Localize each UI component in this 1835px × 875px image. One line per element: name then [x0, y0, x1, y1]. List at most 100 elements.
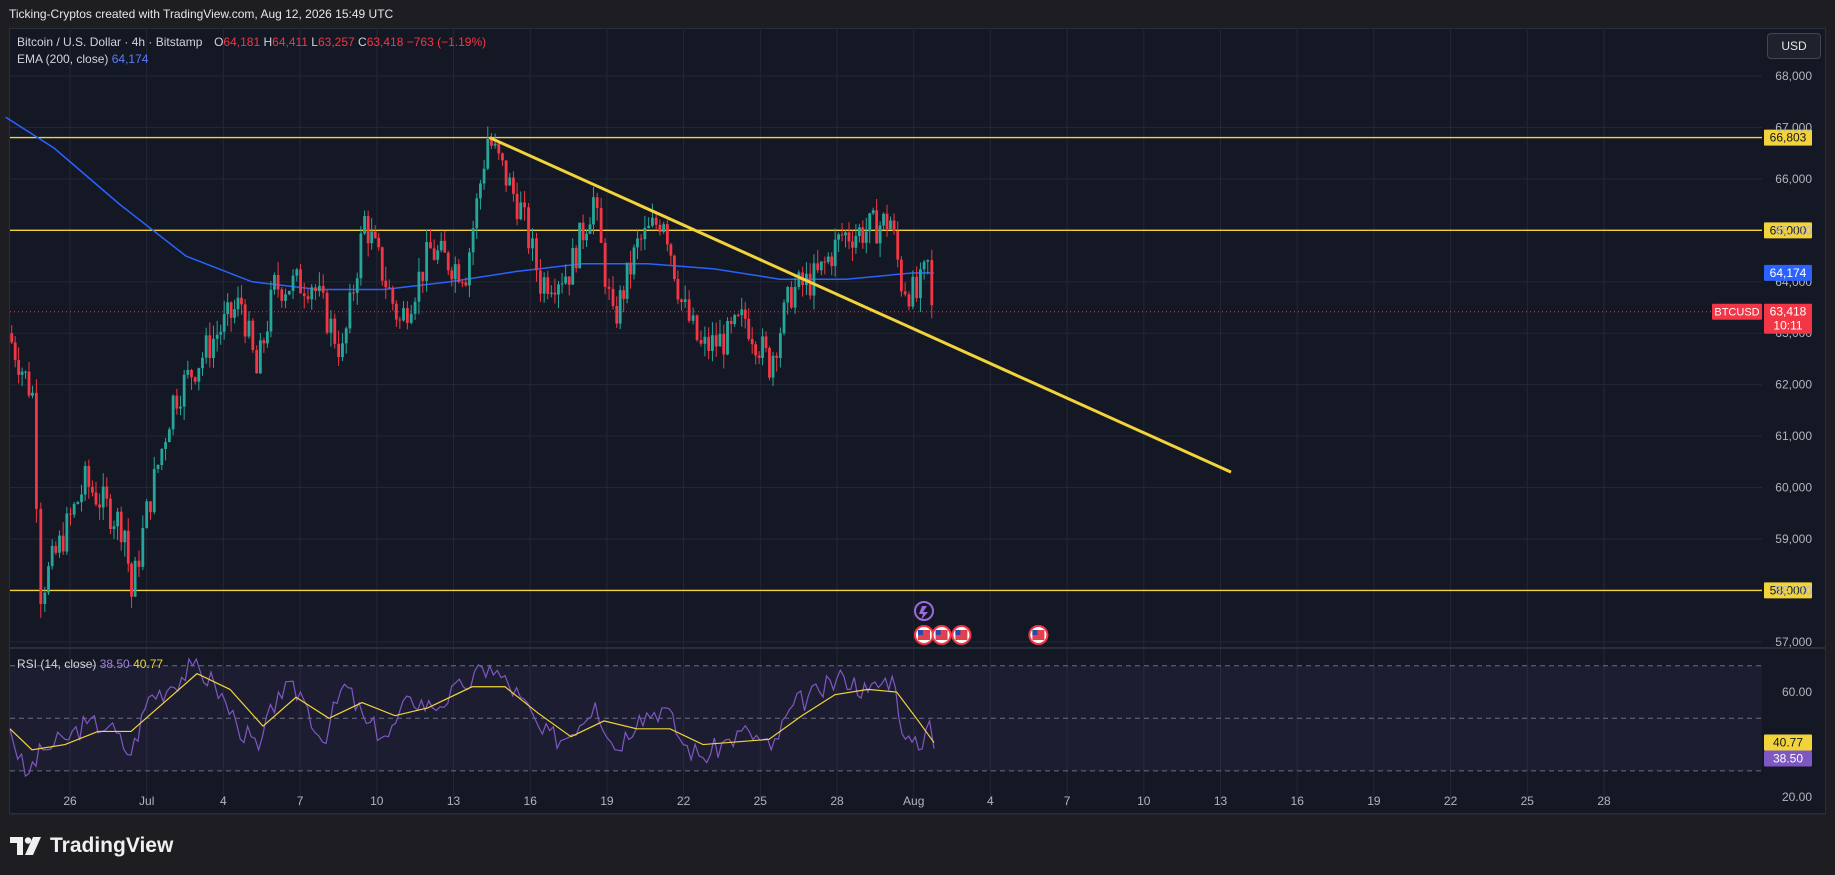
candle-body: [750, 338, 754, 345]
candle-body: [398, 319, 402, 321]
candle-body: [101, 486, 105, 508]
candle-body: [764, 336, 768, 348]
candle-body: [546, 277, 550, 294]
currency-button[interactable]: USD: [1767, 33, 1821, 59]
candle-body: [262, 340, 266, 344]
candle-body: [35, 392, 38, 509]
candle-body: [229, 302, 233, 318]
candle-body: [363, 216, 366, 234]
time-tick-label: 22: [1444, 794, 1458, 808]
candle-body: [457, 264, 461, 283]
candle-body: [160, 449, 164, 465]
candle-body: [460, 282, 464, 284]
candle-body: [922, 261, 926, 270]
candle-body: [247, 320, 251, 337]
candle-body: [43, 592, 47, 605]
candle-body: [539, 270, 542, 294]
candle-body: [567, 276, 571, 285]
candle-body: [683, 299, 687, 302]
time-tick-label: 28: [830, 794, 844, 808]
candle-body: [512, 177, 515, 194]
candle-body: [669, 244, 673, 256]
candle-body: [482, 168, 486, 184]
candle-body: [618, 290, 622, 324]
time-tick-label: 4: [220, 794, 227, 808]
close-label: C: [358, 35, 367, 49]
candle-body: [680, 299, 683, 302]
candle-body: [771, 355, 775, 378]
price-tick-label: 66,000: [1775, 172, 1812, 186]
candle-body: [603, 242, 607, 287]
candle-body: [542, 277, 546, 294]
candle-body: [595, 197, 599, 208]
ema-price-tag: [1764, 264, 1812, 281]
time-tick-label: Aug: [903, 794, 924, 808]
candle-body: [615, 306, 619, 324]
candle-body: [647, 225, 651, 228]
candle-body: [651, 217, 654, 226]
chart-caption: Ticking-Cryptos created with TradingView…: [9, 7, 394, 21]
last-price-tag: [1764, 303, 1812, 334]
flag-stripes: [918, 630, 930, 640]
candle-body: [919, 269, 922, 299]
candle-body: [747, 318, 751, 339]
chart-panel[interactable]: [9, 28, 1826, 814]
candle-body: [643, 227, 647, 240]
candle-body: [204, 335, 208, 358]
candle-body: [130, 563, 133, 597]
time-tick-label: 13: [447, 794, 461, 808]
time-tick-label: 19: [600, 794, 614, 808]
candle-body: [527, 207, 530, 249]
candle-body: [592, 197, 595, 225]
candle-body: [497, 143, 501, 154]
rsi-legend: RSI (14, close) 38.50 40.77: [17, 657, 163, 671]
candle-body: [722, 333, 726, 355]
candle-body: [145, 501, 149, 529]
candle-body: [219, 331, 223, 335]
symbol-tag: [1712, 303, 1762, 320]
candle-body: [65, 513, 69, 552]
rsi-tick-label: 20.00: [1782, 790, 1812, 804]
candle-body: [273, 275, 276, 290]
candle-body: [519, 202, 523, 220]
rsi-value-tag: [1764, 750, 1812, 767]
time-tick-label: 25: [1521, 794, 1535, 808]
candle-body: [812, 263, 816, 296]
candle-body: [80, 494, 83, 503]
lightning-event-icon: [914, 601, 934, 621]
candle-body: [535, 238, 538, 271]
rsi-pane: [9, 657, 1762, 778]
flag-stripes: [1032, 630, 1045, 640]
candle-body: [531, 238, 534, 249]
candle-body: [446, 252, 450, 271]
candle-body: [83, 465, 87, 495]
candle-body: [54, 545, 58, 553]
candle-body: [47, 566, 50, 593]
candle-body: [425, 242, 429, 281]
candle-body: [119, 511, 123, 543]
candle-body: [317, 285, 321, 292]
candle-body: [823, 261, 827, 263]
candle-body: [826, 256, 830, 262]
candle-body: [878, 225, 882, 244]
candle-body: [654, 217, 658, 225]
candle-body: [348, 292, 352, 329]
ema-price-label: 64,174: [1770, 266, 1807, 280]
candle-body: [258, 340, 262, 374]
candle-body: [123, 530, 127, 543]
candle-body: [251, 320, 255, 350]
candle-body: [269, 289, 273, 332]
time-tick-label: Jul: [139, 794, 154, 808]
symbol-legend: Bitcoin / U.S. Dollar · 4h · Bitstamp O6…: [17, 35, 486, 49]
candle-body: [91, 486, 94, 493]
candle-body: [370, 231, 374, 244]
candle-body: [20, 371, 24, 375]
candle-body: [413, 301, 417, 314]
candle-body: [588, 224, 592, 234]
candle-body: [439, 240, 443, 251]
candle-body: [896, 231, 900, 260]
candle-body: [581, 222, 585, 241]
candle-body: [926, 260, 930, 262]
candle-body: [190, 369, 193, 378]
